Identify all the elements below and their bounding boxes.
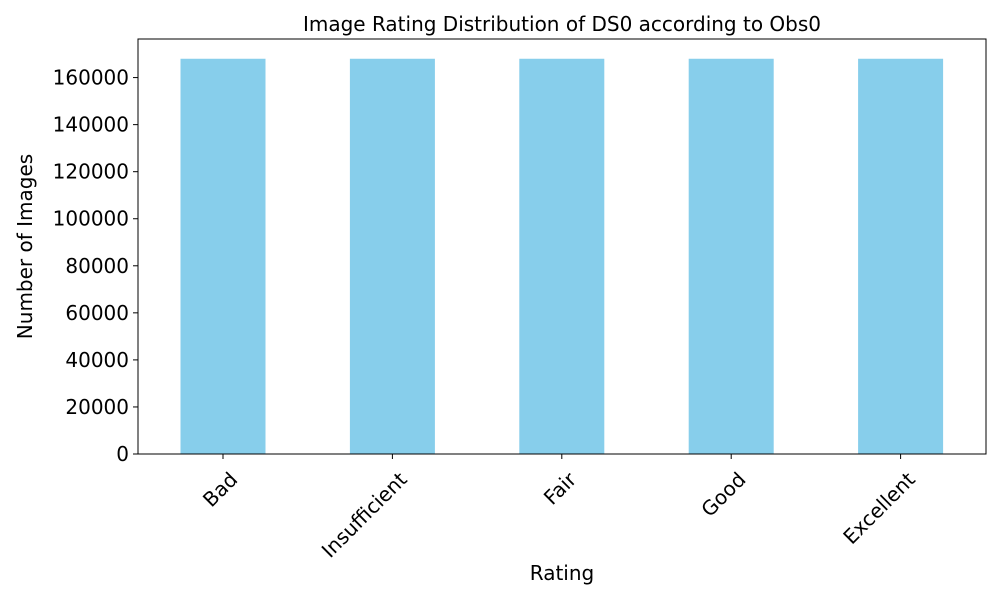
bar-insufficient — [349, 58, 435, 454]
y-axis-label: Number of Images — [13, 154, 37, 339]
bar-fair — [519, 58, 605, 454]
plot-frame — [137, 38, 987, 455]
x-axis-label: Rating — [530, 561, 594, 585]
y-tick-label: 160000 — [53, 66, 129, 90]
y-tick-label: 120000 — [53, 160, 129, 184]
x-axis: Bad Insufficient Fair Good Excellent — [198, 454, 920, 562]
y-axis: 0 20000 40000 60000 80000 100000 120000 140000 1… — [53, 66, 138, 466]
x-tick-label-fair: Fair — [539, 467, 582, 510]
y-tick-label: 100000 — [53, 207, 129, 231]
y-tick-label: 0 — [116, 442, 129, 466]
y-tick-label: 40000 — [65, 348, 129, 372]
bar-good — [688, 58, 774, 454]
bars-layer — [180, 58, 944, 454]
y-tick-label: 140000 — [53, 113, 129, 137]
x-tick-label-bad: Bad — [198, 467, 242, 511]
bar-bad — [180, 58, 266, 454]
x-tick-label-good: Good — [696, 467, 750, 521]
y-tick-label: 20000 — [65, 395, 129, 419]
bar-excellent — [858, 58, 944, 454]
x-tick-label-insufficient: Insufficient — [317, 467, 412, 562]
chart-title: Image Rating Distribution of DS0 accordi… — [303, 12, 821, 36]
x-tick-label-excellent: Excellent — [838, 467, 920, 549]
y-tick-label: 60000 — [65, 301, 129, 325]
y-tick-label: 80000 — [65, 254, 129, 278]
